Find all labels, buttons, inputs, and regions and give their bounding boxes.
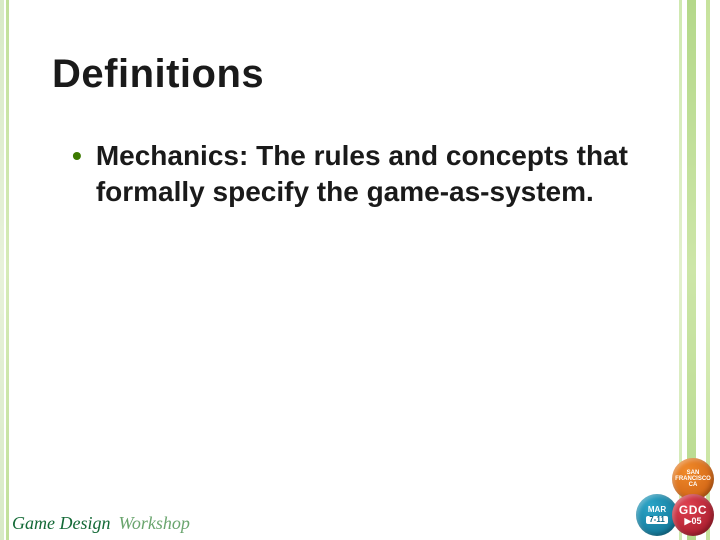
badge-conference: GDC ▶05	[672, 494, 714, 536]
footer-brand-1: Game Design	[12, 513, 110, 534]
conference-badges: SAN FRANCISCO CA MAR 7-11 GDC ▶05	[642, 458, 714, 536]
bullet-text: Mechanics: The rules and concepts that f…	[96, 138, 640, 210]
bullet-marker: •	[72, 138, 82, 174]
badge-line: ▶05	[685, 517, 702, 526]
slide-body: • Mechanics: The rules and concepts that…	[72, 138, 640, 210]
bullet-term: Mechanics:	[96, 140, 249, 171]
footer-brand-2: Workshop	[118, 513, 189, 534]
slide: Definitions • Mechanics: The rules and c…	[0, 0, 720, 540]
badge-line: 7-11	[646, 516, 668, 524]
badge-line: GDC	[679, 504, 707, 517]
slide-title: Definitions	[52, 52, 264, 97]
bullet-item: • Mechanics: The rules and concepts that…	[72, 138, 640, 210]
badge-line: CA	[689, 482, 698, 488]
badge-line: MAR	[648, 506, 666, 514]
footer-brand: Game Design Workshop	[12, 513, 190, 534]
decor-stripe	[0, 0, 4, 540]
decor-stripe	[6, 0, 9, 540]
